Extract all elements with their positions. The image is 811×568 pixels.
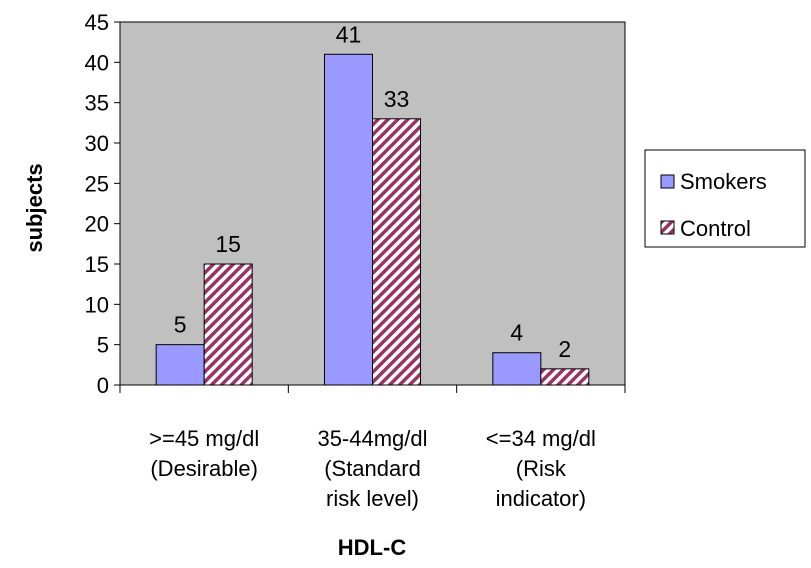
y-tick-label: 40 bbox=[85, 50, 109, 75]
bar-control-1 bbox=[372, 118, 421, 386]
category-label-line: <=34 mg/dl bbox=[486, 426, 596, 451]
category-label-line: (Desirable) bbox=[150, 456, 258, 481]
data-label-smokers-1: 41 bbox=[336, 21, 362, 47]
y-tick-label: 20 bbox=[85, 212, 109, 237]
y-tick-label: 5 bbox=[97, 333, 109, 358]
data-labels: 5 15 41 33 4 2 bbox=[174, 21, 571, 362]
bar-smokers-0 bbox=[155, 344, 205, 386]
bar-control-2 bbox=[540, 368, 590, 386]
bar-control-0 bbox=[203, 263, 253, 386]
data-label-control-2: 2 bbox=[558, 336, 571, 362]
y-tick-label: 15 bbox=[85, 252, 109, 277]
y-tick-label: 35 bbox=[85, 91, 109, 116]
bars bbox=[155, 53, 590, 386]
legend-swatch-smokers bbox=[660, 174, 675, 189]
data-label-control-0: 15 bbox=[215, 231, 241, 257]
bar-smokers-1 bbox=[324, 53, 373, 386]
category-label-0: >=45 mg/dl (Desirable) bbox=[149, 426, 259, 481]
category-label-1: 35-44mg/dl (Standard risk level) bbox=[317, 426, 427, 511]
category-labels: >=45 mg/dl (Desirable) 35-44mg/dl (Standard… bbox=[149, 426, 596, 511]
category-label-line: (Risk bbox=[516, 456, 567, 481]
legend-swatch-control bbox=[660, 220, 675, 235]
category-label-line: risk level) bbox=[326, 486, 419, 511]
legend-label-control: Control bbox=[680, 216, 751, 241]
data-label-smokers-2: 4 bbox=[510, 320, 523, 346]
x-axis-title: HDL-C bbox=[338, 535, 407, 560]
data-label-smokers-0: 5 bbox=[174, 312, 187, 338]
y-tick-label: 30 bbox=[85, 131, 109, 156]
x-axis bbox=[119, 384, 626, 393]
y-tick-label: 0 bbox=[97, 373, 109, 398]
data-label-control-1: 33 bbox=[384, 86, 410, 112]
y-axis-title: subjects bbox=[22, 163, 47, 252]
y-tick-label: 10 bbox=[85, 292, 109, 317]
y-axis: 0 5 10 15 20 25 30 35 40 45 bbox=[85, 10, 121, 398]
y-tick-label: 45 bbox=[85, 10, 109, 35]
legend-label-smokers: Smokers bbox=[680, 169, 767, 194]
category-label-2: <=34 mg/dl (Risk indicator) bbox=[486, 426, 596, 511]
legend: Smokers Control bbox=[644, 149, 806, 248]
y-tick-label: 25 bbox=[85, 171, 109, 196]
category-label-line: 35-44mg/dl bbox=[317, 426, 427, 451]
category-label-line: (Standard bbox=[324, 456, 421, 481]
category-label-line: indicator) bbox=[496, 486, 586, 511]
bar-smokers-2 bbox=[492, 352, 542, 386]
category-label-line: >=45 mg/dl bbox=[149, 426, 259, 451]
